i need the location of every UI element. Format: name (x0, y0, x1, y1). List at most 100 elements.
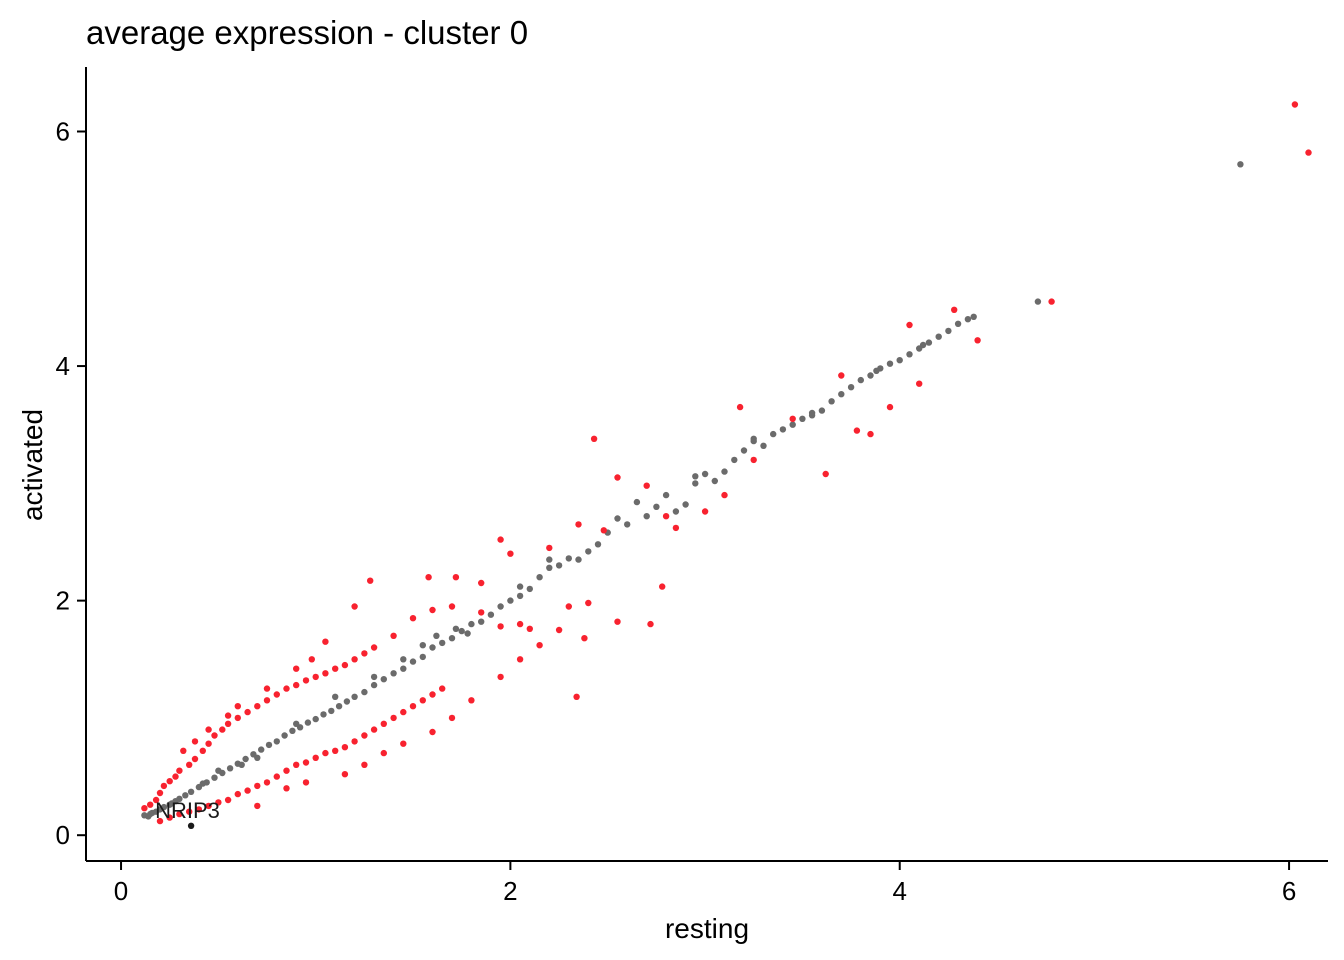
data-point-grey (808, 409, 816, 417)
data-point-red (867, 430, 874, 438)
data-point-red (614, 474, 621, 481)
data-point-grey (211, 774, 218, 781)
data-point-grey (258, 746, 265, 753)
data-point-red (507, 550, 514, 557)
data-point-red (951, 306, 958, 313)
data-point-red (361, 650, 368, 657)
data-point-grey (361, 688, 368, 696)
data-point-red (156, 789, 164, 797)
data-point-red (497, 623, 504, 630)
data-point-red (283, 785, 290, 792)
data-point-red (147, 801, 154, 808)
data-point-red (750, 456, 757, 464)
data-point-grey (857, 376, 864, 384)
data-point-red (672, 524, 680, 532)
data-point-grey (546, 564, 553, 571)
data-point-red (332, 747, 339, 754)
data-point-grey (187, 788, 195, 795)
data-point-grey (516, 583, 524, 590)
data-point-red (302, 779, 310, 786)
data-point-grey (711, 477, 718, 485)
data-point-red (234, 714, 241, 722)
data-point-grey (867, 372, 874, 379)
data-point-red (380, 720, 387, 727)
data-point-red (283, 685, 290, 692)
annotations: NRIP3 (155, 798, 220, 829)
data-point-red (224, 720, 232, 727)
data-point-red (419, 697, 426, 704)
data-point-red (205, 740, 212, 747)
data-point-red (647, 620, 654, 628)
data-point-red (736, 403, 744, 411)
data-point-red (1291, 101, 1299, 108)
data-point-grey (789, 421, 796, 428)
data-point-red (1048, 298, 1055, 305)
data-point-red (400, 740, 407, 747)
data-point-red (341, 744, 349, 751)
data-point-grey (254, 754, 261, 761)
y-axis-title: activated (17, 409, 48, 521)
data-point-red (390, 714, 397, 722)
data-point-grey (575, 556, 582, 563)
data-point-red (822, 470, 829, 478)
data-point-grey (468, 620, 475, 628)
data-point-red (263, 685, 271, 692)
data-point-red (425, 574, 432, 581)
data-point-red (916, 380, 923, 387)
data-point-grey (168, 800, 175, 807)
data-point-grey (507, 597, 514, 604)
data-point-grey (343, 698, 351, 705)
data-point-red (191, 738, 199, 745)
data-point-red (659, 583, 666, 590)
data-point-red (600, 527, 607, 534)
data-point-red (215, 799, 222, 806)
data-point-red (351, 738, 358, 745)
data-point-red (478, 579, 485, 587)
data-point-grey (226, 765, 234, 772)
data-point-grey (770, 430, 777, 438)
data-point-red (254, 703, 261, 710)
data-point-grey (265, 741, 273, 749)
data-point-grey (838, 391, 845, 398)
data-point-grey (692, 480, 699, 487)
data-point-red (367, 577, 374, 584)
data-point-grey (304, 719, 312, 726)
annotation-label: NRIP3 (155, 798, 220, 823)
data-point-grey (701, 470, 709, 478)
data-point-grey (536, 574, 543, 581)
data-point-red (380, 749, 387, 757)
data-point-grey (799, 415, 806, 422)
data-point-grey (242, 755, 249, 763)
data-point-grey (458, 627, 465, 635)
data-point-red (590, 435, 598, 442)
data-point-red (789, 415, 796, 422)
data-point-grey (643, 513, 650, 520)
data-point-red (152, 796, 160, 804)
data-point-red (351, 603, 358, 610)
data-point-grey (818, 407, 826, 414)
data-point-grey (429, 644, 436, 651)
x-tick-label: 0 (114, 876, 128, 906)
data-point-grey (935, 333, 942, 340)
data-point-grey (546, 556, 553, 563)
data-point-red (478, 609, 485, 616)
data-point-red (186, 761, 193, 768)
y-tick-label: 6 (56, 117, 70, 147)
data-point-grey (160, 803, 168, 811)
data-point-red (370, 644, 378, 651)
y-axis-ticks: 0 2 4 6 (56, 117, 86, 850)
data-point-grey (370, 673, 378, 681)
data-point-grey (633, 498, 641, 506)
data-point-red (254, 802, 261, 810)
data-point-red (886, 403, 894, 411)
data-point-red (273, 691, 280, 698)
data-point-red (974, 337, 981, 344)
data-point-red (293, 761, 300, 768)
data-point-red (409, 615, 417, 622)
data-point-grey (289, 727, 296, 734)
data-point-grey (653, 503, 660, 510)
data-point-red (176, 767, 183, 774)
data-point-red (497, 536, 504, 543)
data-point-red (172, 773, 179, 780)
